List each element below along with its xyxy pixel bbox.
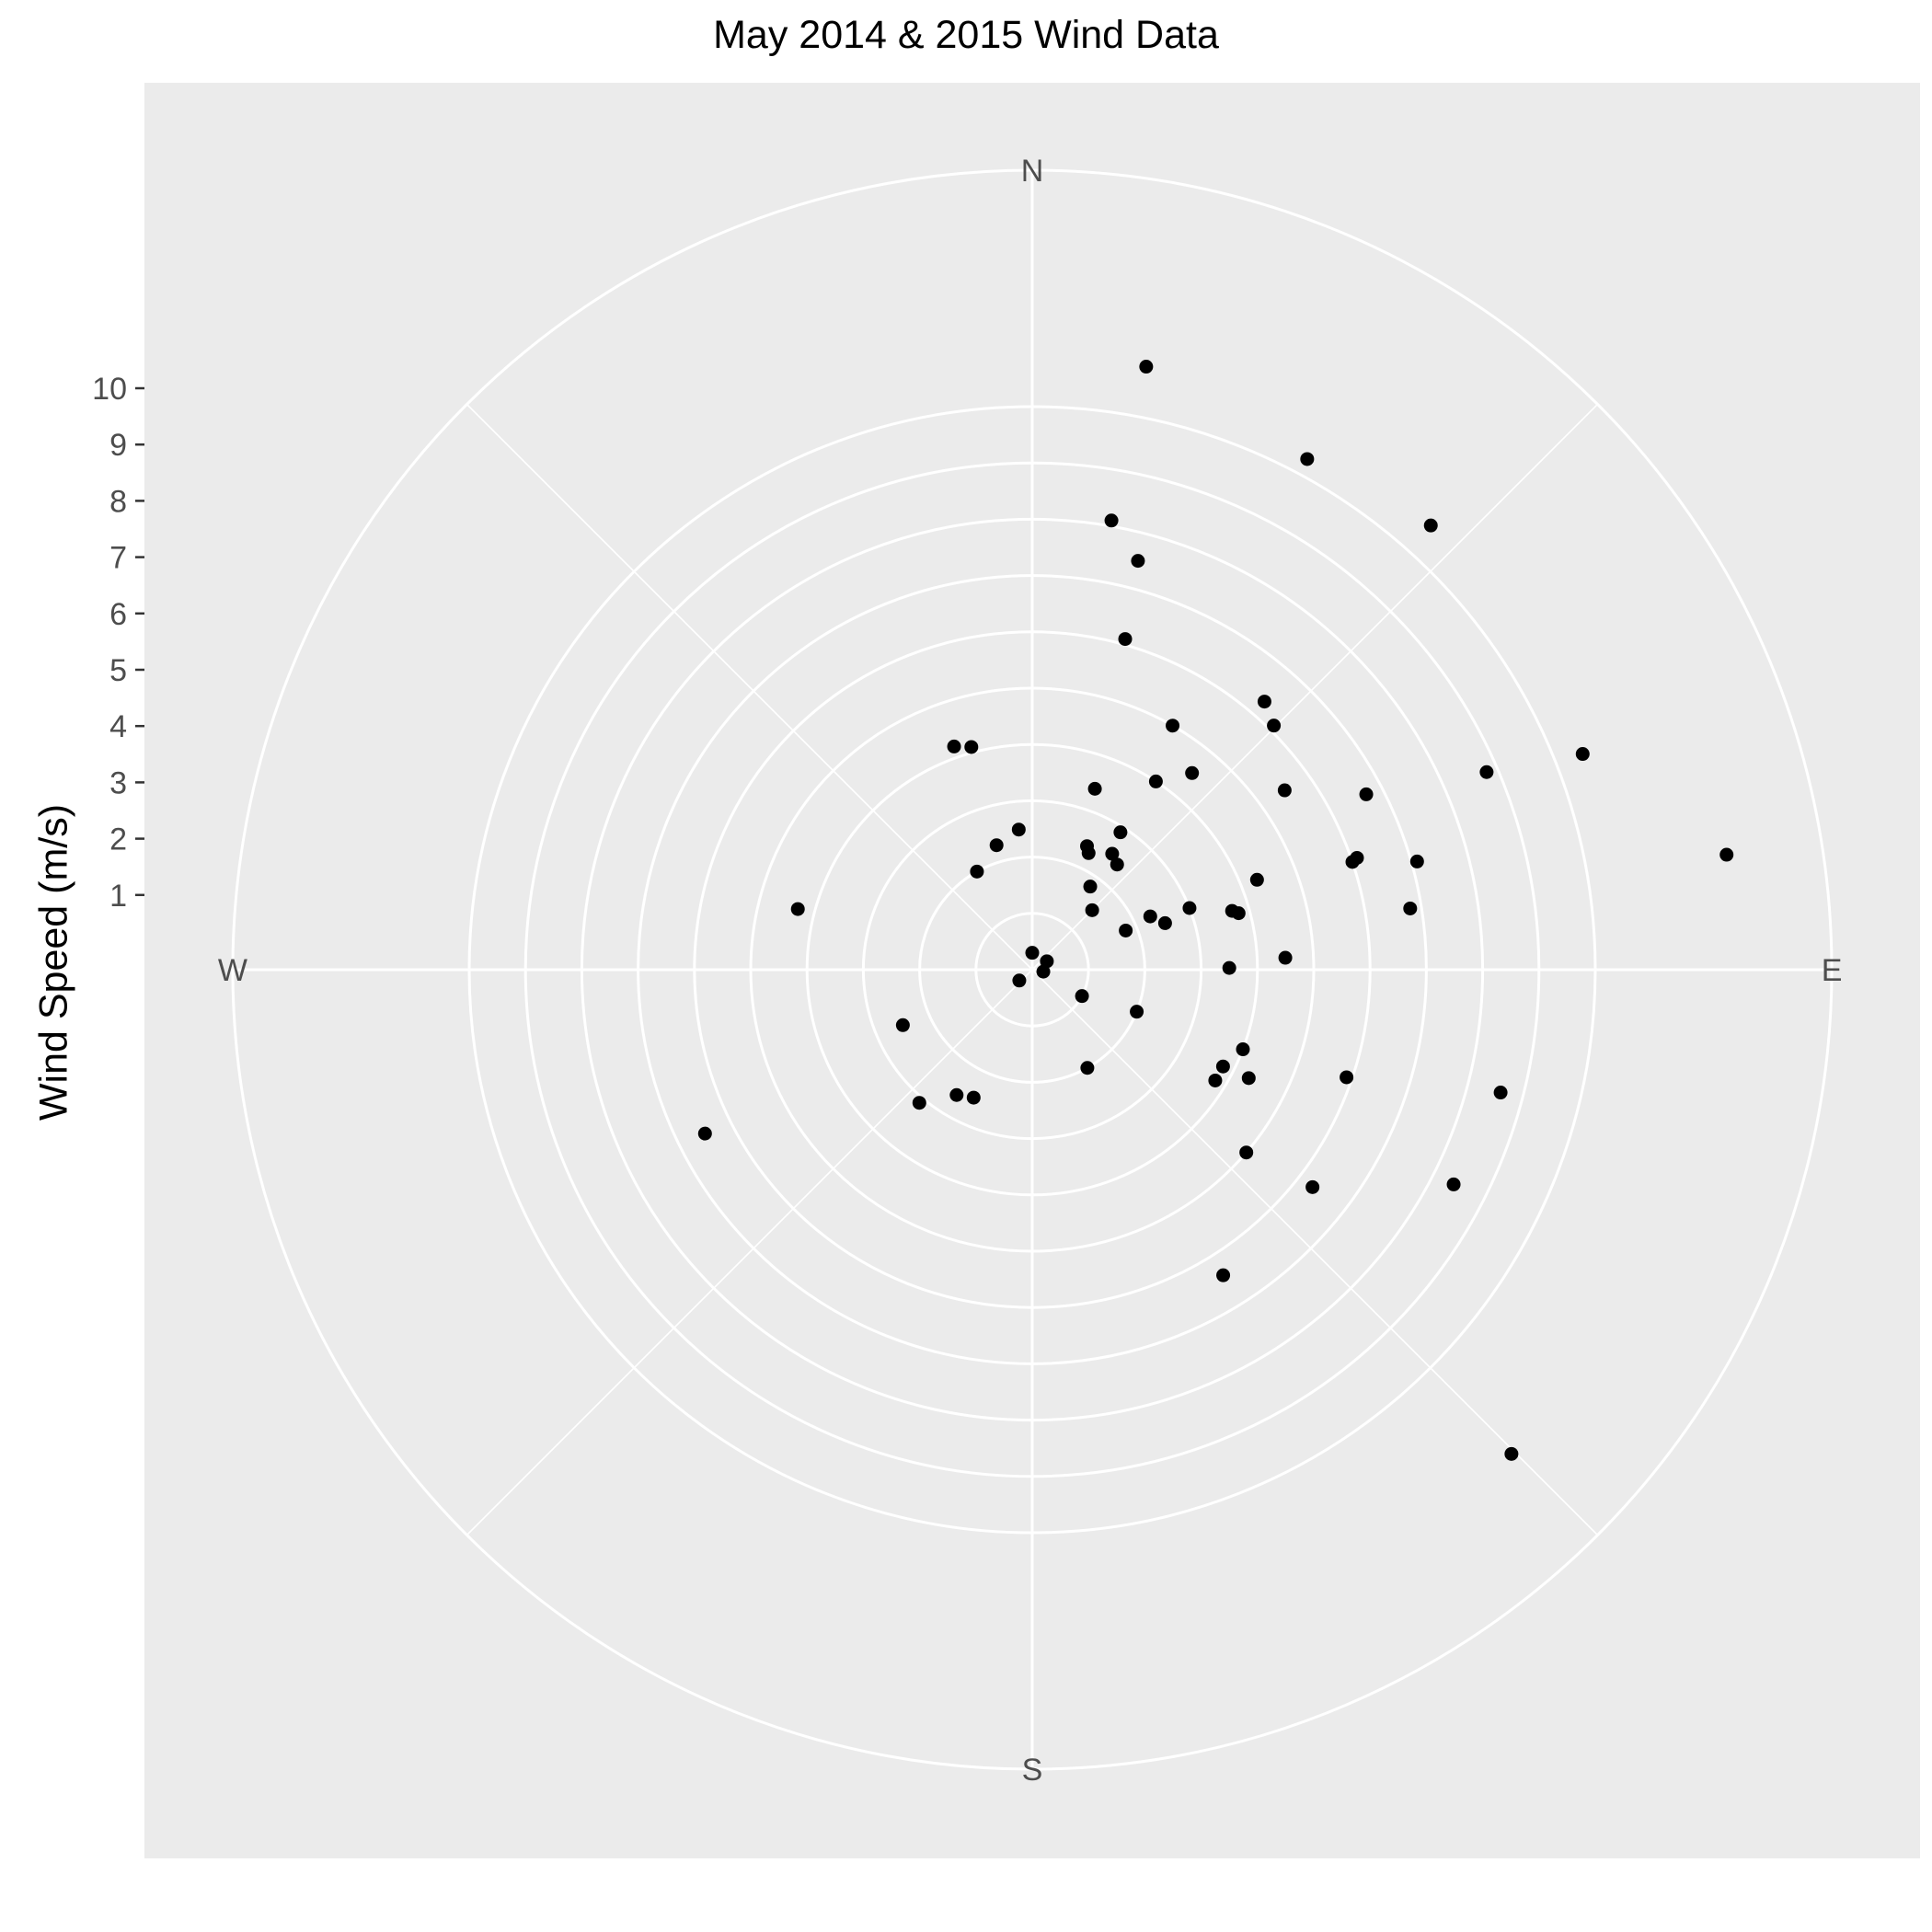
- grid-ring: [467, 405, 1597, 1535]
- data-point: [1166, 719, 1180, 733]
- data-point: [989, 838, 1004, 853]
- data-point: [1257, 695, 1271, 709]
- data-point: [1575, 747, 1590, 762]
- data-point: [1040, 954, 1054, 969]
- data-point: [1222, 960, 1236, 975]
- y-axis-ticks: 1 2 3 4 5 6 7 8 9 10: [92, 372, 144, 914]
- data-point: [1225, 903, 1239, 918]
- grid-ring: [693, 630, 1372, 1309]
- data-point: [1011, 822, 1026, 837]
- y-tick-label: 2: [109, 822, 127, 857]
- data-point: [1504, 1446, 1519, 1461]
- data-point: [1305, 1179, 1320, 1194]
- data-point: [1185, 765, 1200, 780]
- grid-ring: [805, 742, 1259, 1197]
- data-point: [966, 1090, 981, 1105]
- data-point: [1148, 774, 1163, 788]
- data-point: [1241, 1071, 1256, 1086]
- data-point: [790, 902, 805, 916]
- data-point: [1340, 1070, 1354, 1085]
- data-point: [964, 740, 979, 754]
- data-point: [1157, 915, 1172, 930]
- data-point: [970, 864, 984, 879]
- data-point: [1182, 901, 1197, 915]
- data-point: [1104, 513, 1119, 528]
- data-point: [1139, 360, 1154, 374]
- grid-ring: [918, 856, 1146, 1084]
- data-point: [1719, 847, 1734, 862]
- grid-spoke-minor: [466, 403, 1033, 971]
- data-point: [1277, 783, 1292, 798]
- direction-label-e: E: [1822, 953, 1843, 988]
- data-points: [697, 360, 1734, 1461]
- data-point: [895, 1018, 910, 1032]
- data-point: [1087, 781, 1102, 796]
- direction-labels: N E S W: [218, 154, 1842, 1788]
- data-point: [949, 1087, 964, 1102]
- y-tick-label: 9: [109, 428, 127, 463]
- data-point: [1113, 825, 1128, 840]
- data-point: [1239, 1145, 1254, 1160]
- data-point: [1267, 719, 1282, 733]
- chart-title: May 2014 & 2015 Wind Data: [713, 13, 1219, 57]
- y-tick-label: 1: [109, 879, 127, 914]
- data-point: [1081, 845, 1096, 860]
- grid-ring: [580, 517, 1485, 1422]
- data-point: [1446, 1177, 1461, 1191]
- y-tick-label: 3: [109, 765, 127, 800]
- grid-ring: [861, 799, 1203, 1141]
- data-point: [697, 1126, 712, 1141]
- data-point: [1085, 903, 1099, 917]
- grid-spoke-minor: [1031, 969, 1599, 1536]
- data-point: [1345, 855, 1360, 869]
- data-point: [1409, 854, 1424, 868]
- direction-label-n: N: [1021, 154, 1044, 189]
- data-point: [1105, 846, 1120, 861]
- data-point: [1479, 765, 1494, 779]
- data-point: [1083, 880, 1098, 894]
- y-tick-label: 10: [92, 372, 127, 407]
- data-point: [1216, 1268, 1231, 1282]
- data-point: [1493, 1086, 1508, 1100]
- data-point: [1236, 1042, 1250, 1057]
- grid-ring: [523, 461, 1541, 1478]
- grid-ring: [749, 686, 1316, 1253]
- data-point: [1143, 909, 1157, 924]
- data-point: [912, 1096, 926, 1110]
- data-point: [1075, 989, 1089, 1004]
- data-point: [1423, 518, 1438, 533]
- data-point: [1118, 632, 1133, 647]
- y-tick-label: 7: [109, 541, 127, 576]
- data-point: [1215, 1059, 1230, 1074]
- y-tick-label: 4: [109, 709, 127, 744]
- grid-spoke-minor: [1031, 403, 1599, 971]
- grid-ring: [974, 912, 1090, 1028]
- data-point: [1131, 554, 1145, 569]
- grid-ring-outer: [231, 168, 1834, 1771]
- data-point: [1278, 950, 1293, 965]
- data-point: [1300, 452, 1315, 466]
- data-point: [1119, 923, 1133, 937]
- data-point: [1249, 872, 1264, 887]
- data-point: [1130, 1005, 1144, 1019]
- grid-layer: [231, 168, 1834, 1771]
- data-point: [1080, 1061, 1095, 1075]
- y-tick-label: 8: [109, 484, 127, 519]
- direction-label-w: W: [218, 953, 247, 988]
- data-point: [1403, 901, 1418, 915]
- data-point: [1208, 1073, 1223, 1087]
- data-point: [1110, 857, 1124, 872]
- data-point: [1036, 964, 1051, 979]
- grid-ring: [637, 574, 1428, 1365]
- data-point: [947, 739, 961, 753]
- data-point: [1012, 973, 1027, 988]
- y-tick-label: 6: [109, 597, 127, 632]
- data-point: [1359, 787, 1374, 801]
- grid-spoke-minor: [466, 969, 1033, 1536]
- direction-label-s: S: [1022, 1753, 1043, 1788]
- data-point: [1025, 946, 1040, 960]
- y-tick-label: 5: [109, 653, 127, 688]
